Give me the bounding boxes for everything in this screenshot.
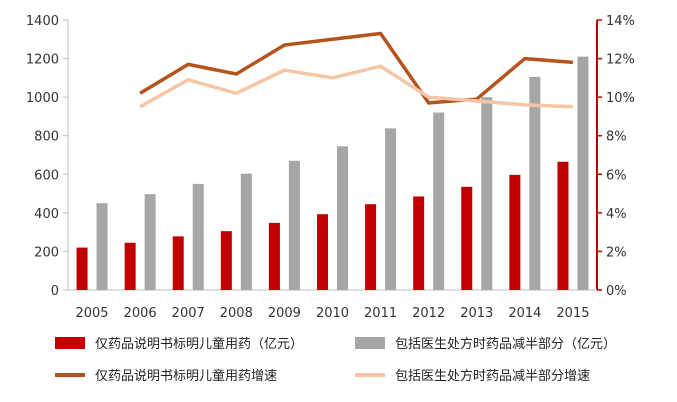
y-tick-label-left: 600 [34,168,59,183]
bar-label-only [220,231,232,290]
bars [76,56,589,291]
x-tick-label: 2014 [508,306,541,321]
y-tick-label-right: 14% [606,14,635,29]
bar-label-only [317,214,328,290]
legend-label: 仅药品说明书标明儿童用药（亿元） [95,336,303,352]
bar-incl-prescription [240,173,252,290]
y-tick-label-left: 1000 [26,91,59,106]
bar-incl-prescription [192,183,204,290]
x-tick-label: 2007 [172,306,205,321]
bar-label-only [365,204,377,290]
bar-label-only [172,236,184,290]
y-tick-label-right: 0% [606,284,627,299]
x-tick-label: 2010 [316,306,349,321]
bar-label-only [268,222,280,290]
x-tick-label: 2015 [556,306,589,321]
bar-incl-prescription [385,128,397,290]
bar-label-only [124,242,136,290]
x-tick-label: 2009 [268,306,301,321]
bar-label-only [76,247,88,290]
bar-incl-prescription [337,146,348,290]
bar-incl-prescription [288,160,300,290]
bar-incl-prescription [433,112,445,290]
wechat-icon [592,361,608,377]
watermark: 健识局 [592,361,651,378]
x-tick-label: 2005 [75,306,108,321]
bar-label-only [413,196,425,290]
legend-label: 包括医生处方时药品减半部分增速 [395,368,590,384]
bar-incl-prescription [96,203,108,290]
y-tick-label-left: 1400 [26,14,59,29]
y-tick-label-left: 0 [51,284,59,299]
x-tick-label: 2011 [364,306,397,321]
legend-label: 仅药品说明书标明儿童用药增速 [95,368,277,384]
bar-incl-prescription [529,76,541,291]
bar-incl-prescription [577,56,589,291]
y-tick-label-right: 8% [606,130,627,145]
line-label-only-growth [139,31,574,105]
bar-label-only [461,186,473,290]
y-tick-label-left: 400 [34,207,59,222]
lines [139,31,574,109]
x-tick-label: 2006 [124,306,157,321]
x-tick-label: 2008 [220,306,253,321]
x-tick-label: 2012 [412,306,445,321]
legend-swatch [55,337,85,349]
y-tick-label-left: 1200 [26,53,59,68]
x-tick-label: 2013 [460,306,493,321]
y-tick-label-right: 2% [606,245,627,260]
legend: 仅药品说明书标明儿童用药（亿元） 包括医生处方时药品减半部分（亿元） 仅药品说明书标… [55,336,616,384]
watermark-text: 健识局 [612,363,651,378]
line-incl-prescription-growth [139,64,574,109]
bar-label-only [557,161,569,290]
legend-label: 包括医生处方时药品减半部分（亿元） [395,336,616,352]
y-tick-label-right: 10% [606,91,635,106]
y-tick-label-left: 800 [34,130,59,145]
y-tick-label-right: 4% [606,207,627,222]
axes: 0 200 400 600 800 1000 1200 1400 0% 2% 4% 6% 8% 10% 12… [26,14,635,321]
legend-swatch [355,337,385,349]
bar-label-only [509,174,521,290]
bar-incl-prescription [144,194,156,290]
y-tick-label-left: 200 [34,245,59,260]
y-tick-label-right: 12% [606,53,635,68]
y-tick-label-right: 6% [606,168,627,183]
bar-incl-prescription [481,97,493,291]
